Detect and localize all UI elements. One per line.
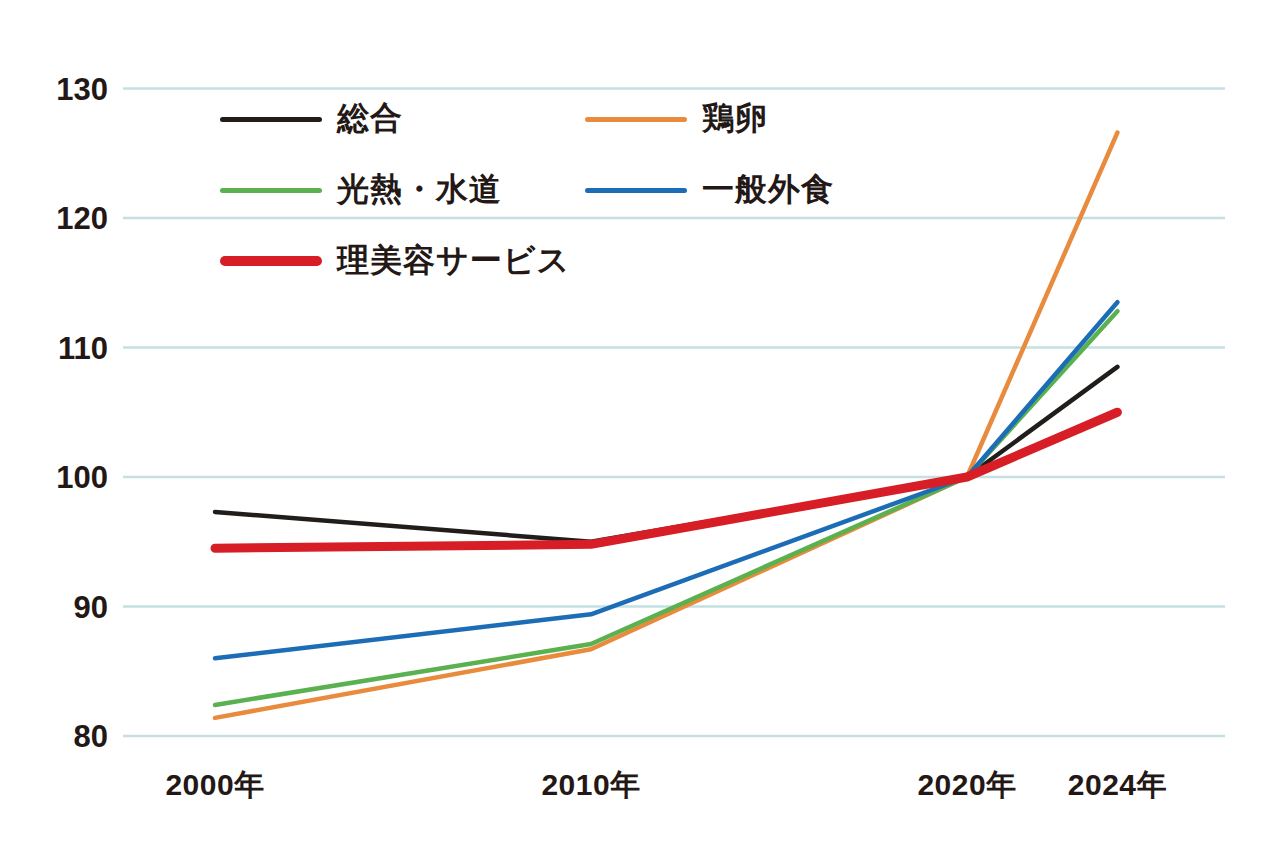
legend-row: 理美容サービス bbox=[220, 242, 920, 280]
legend-item-sougou: 総合 bbox=[220, 97, 585, 141]
series-line-ribiyou-service bbox=[215, 412, 1117, 548]
legend-swatch-keiran bbox=[585, 117, 687, 122]
legend-swatch-ippan-gaishoku bbox=[585, 188, 687, 193]
y-tick-label-80: 80 bbox=[74, 719, 108, 754]
x-tick-label-2010: 2010年 bbox=[541, 768, 640, 801]
legend: 総合 鶏卵 光熱・水道 一般外食 理美容サービス bbox=[220, 100, 920, 313]
legend-label-keiran: 鶏卵 bbox=[702, 97, 768, 141]
legend-swatch-ribiyou-service bbox=[220, 256, 322, 266]
legend-row: 総合 鶏卵 bbox=[220, 100, 920, 138]
legend-item-kounetsu-suidou: 光熱・水道 bbox=[220, 168, 585, 212]
legend-label-kounetsu-suidou: 光熱・水道 bbox=[337, 168, 502, 212]
y-tick-label-120: 120 bbox=[56, 201, 108, 236]
x-tick-label-2020: 2020年 bbox=[917, 768, 1016, 801]
x-tick-label-2000: 2000年 bbox=[165, 768, 264, 801]
price-index-line-chart: 80 90 100 110 120 130 2000年 2010年 2020年 2024年 総合 … bbox=[0, 0, 1280, 853]
y-tick-label-130: 130 bbox=[56, 72, 108, 107]
legend-swatch-kounetsu-suidou bbox=[220, 188, 322, 193]
y-tick-label-90: 90 bbox=[74, 590, 108, 625]
y-tick-label-100: 100 bbox=[56, 460, 108, 495]
legend-item-ippan-gaishoku: 一般外食 bbox=[585, 168, 834, 212]
legend-label-sougou: 総合 bbox=[337, 97, 403, 141]
legend-label-ippan-gaishoku: 一般外食 bbox=[702, 168, 834, 212]
legend-item-ribiyou-service: 理美容サービス bbox=[220, 239, 570, 283]
legend-swatch-sougou bbox=[220, 117, 322, 122]
legend-row: 光熱・水道 一般外食 bbox=[220, 171, 920, 209]
legend-label-ribiyou-service: 理美容サービス bbox=[337, 239, 570, 283]
x-tick-label-2024: 2024年 bbox=[1068, 768, 1167, 801]
y-tick-label-110: 110 bbox=[58, 331, 108, 366]
series-line-kounetsu-suidou bbox=[215, 311, 1117, 705]
legend-item-keiran: 鶏卵 bbox=[585, 97, 768, 141]
series-line-ippan-gaishoku bbox=[215, 302, 1117, 658]
series-line-sougou bbox=[215, 367, 1117, 542]
